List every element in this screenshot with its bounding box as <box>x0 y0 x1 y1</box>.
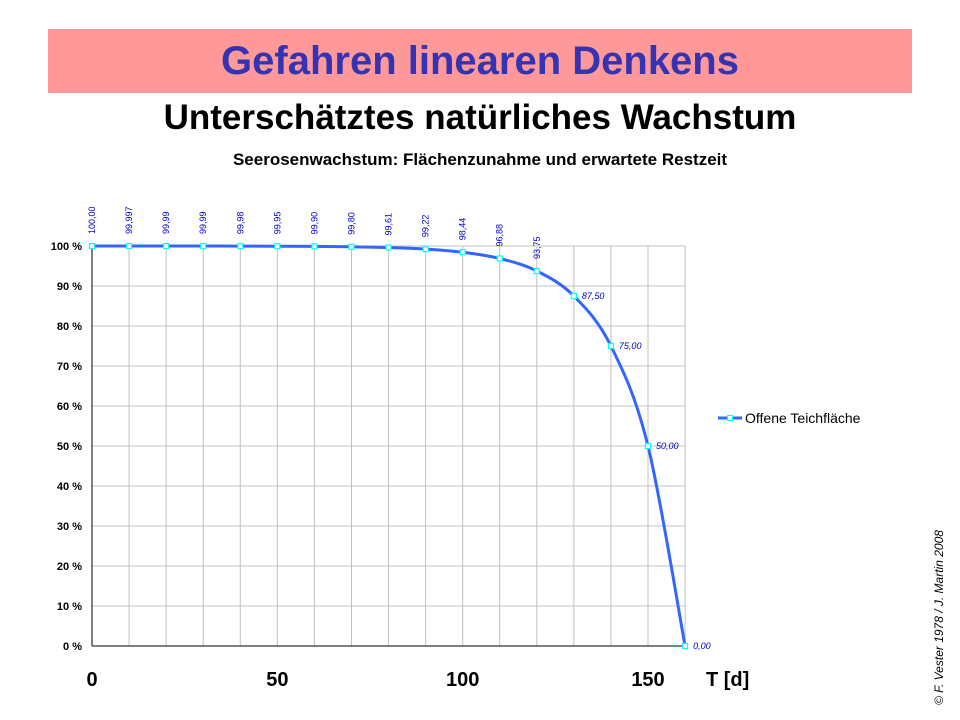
y-tick-label: 0 % <box>63 641 82 653</box>
y-tick-label: 100 % <box>51 241 82 253</box>
x-axis-label: T [d] <box>706 669 749 691</box>
y-tick-label: 50 % <box>57 441 82 453</box>
x-tick-label: 50 <box>266 669 288 691</box>
data-point <box>459 249 466 256</box>
y-tick-label: 70 % <box>57 361 82 373</box>
y-tick-label: 90 % <box>57 281 82 293</box>
data-label: 99,61 <box>384 213 394 236</box>
data-point <box>644 442 652 450</box>
series-line <box>91 244 687 647</box>
data-point <box>200 242 207 250</box>
data-label: 96,88 <box>495 224 505 247</box>
x-tick-label: 100 <box>446 669 479 691</box>
data-point <box>163 242 170 250</box>
data-label: 99,90 <box>309 212 319 235</box>
data-label: 100,00 <box>87 206 97 234</box>
data-label: 99,98 <box>235 212 245 235</box>
y-tick-label: 30 % <box>57 521 82 533</box>
page-subtitle: Unterschätztes natürliches Wachstum <box>163 98 797 137</box>
legend-marker <box>727 415 733 421</box>
data-label: 98,44 <box>458 218 468 241</box>
legend-label: Offene Teichfläche <box>745 410 861 426</box>
data-point <box>681 642 689 650</box>
data-label: 99,99 <box>198 212 208 235</box>
data-point <box>496 255 503 262</box>
data-point <box>348 243 355 250</box>
data-label: 75,00 <box>619 341 642 351</box>
y-tick-label: 20 % <box>57 561 82 573</box>
data-label: 99,95 <box>272 212 282 235</box>
data-label: 99,80 <box>346 212 356 235</box>
y-tick-label: 40 % <box>57 481 82 493</box>
data-label: 0,00 <box>693 641 711 651</box>
data-label: 87,50 <box>582 291 605 301</box>
x-tick-label: 150 <box>631 669 664 691</box>
data-label: 50,00 <box>656 441 679 451</box>
data-point <box>385 244 392 251</box>
data-point <box>274 243 281 250</box>
x-tick-label: 0 <box>86 669 97 691</box>
data-point <box>533 267 540 275</box>
data-point <box>88 242 96 250</box>
y-tick-label: 60 % <box>57 401 82 413</box>
data-point <box>607 342 615 350</box>
data-point <box>570 292 577 300</box>
chart-title: Seerosenwachstum: Flächenzunahme und erw… <box>232 150 728 169</box>
y-tick-label: 80 % <box>57 321 82 333</box>
title-banner: Gefahren linearen Denkens <box>48 29 912 93</box>
data-point <box>237 242 244 250</box>
data-point <box>422 246 429 253</box>
data-label: 99,99 <box>161 212 171 235</box>
data-point <box>125 242 133 250</box>
page-title: Gefahren linearen Denkens <box>221 38 739 83</box>
y-tick-label: 10 % <box>57 601 82 613</box>
data-label: 99,997 <box>124 206 134 234</box>
data-point <box>311 243 318 250</box>
data-label: 99,22 <box>421 215 431 238</box>
data-label: 93,75 <box>532 236 542 259</box>
